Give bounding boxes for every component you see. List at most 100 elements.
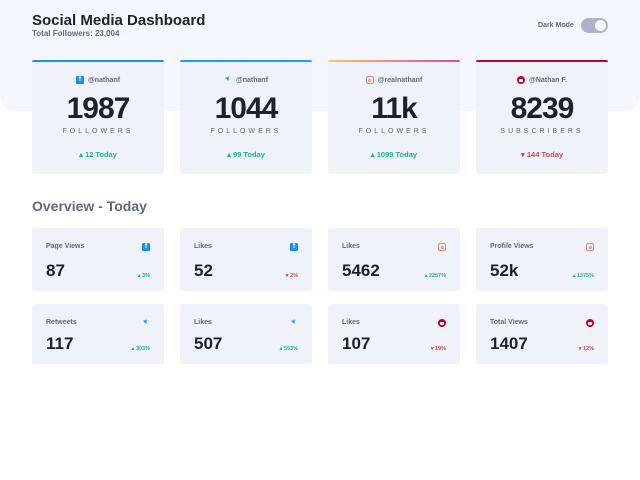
metric-change: ▾ 12% [579, 346, 594, 352]
unit-label: FOLLOWERS [62, 128, 134, 135]
trend-up-icon: ▴ [279, 346, 283, 352]
twitter-icon: ▼ [289, 318, 299, 328]
today-change: ▾ 144 Today [476, 150, 608, 159]
summary-card-twitter[interactable]: ▼ @nathanf 1044 FOLLOWERS ▴ 99 Today [180, 60, 312, 174]
today-change: ▴ 99 Today [180, 150, 312, 159]
dark-mode-label: Dark Mode [538, 22, 574, 29]
change-text: 1375% [576, 273, 594, 279]
change-text: 2% [290, 273, 298, 279]
facebook-icon: f [142, 243, 150, 251]
handle: @Nathan F. [476, 76, 608, 84]
handle: @realnathanf [328, 76, 460, 84]
metric-label: Likes [342, 243, 360, 250]
instagram-icon [586, 243, 594, 251]
metric-change: ▾ 19% [431, 346, 446, 352]
dark-mode-toggle[interactable] [581, 18, 608, 33]
trend-down-icon: ▾ [521, 150, 525, 159]
metric-change: ▴ 1375% [573, 273, 594, 279]
accent-bar [32, 60, 164, 62]
metric-change: ▴ 2257% [425, 273, 446, 279]
overview-card[interactable]: Likes 52 ▾ 2% f [180, 228, 312, 291]
metric-label: Page Views [46, 243, 85, 250]
today-text: 99 Today [232, 150, 265, 159]
summary-card-instagram[interactable]: @realnathanf 11k FOLLOWERS ▴ 1099 Today [328, 60, 460, 174]
trend-down-icon: ▾ [430, 346, 434, 352]
metric-value: 507 [194, 334, 223, 353]
toggle-knob [595, 20, 606, 31]
summary-card-facebook[interactable]: f @nathanf 1987 FOLLOWERS ▴ 12 Today [32, 60, 164, 174]
handle-text: @realnathanf [377, 76, 423, 84]
youtube-icon [586, 319, 594, 327]
change-text: 19% [434, 346, 446, 352]
trend-up-icon: ▴ [131, 346, 135, 352]
handle-text: @nathanf [87, 76, 121, 84]
unit-label: SUBSCRIBERS [500, 128, 584, 135]
metric-label: Likes [194, 243, 212, 250]
metric-value: 5462 [342, 261, 380, 280]
today-text: 12 Today [84, 150, 117, 159]
trend-up-icon: ▴ [572, 273, 576, 279]
accent-bar [328, 60, 460, 62]
today-text: 144 Today [526, 150, 563, 159]
instagram-icon [365, 76, 374, 84]
overview-card[interactable]: Retweets 117 ▴ 303% ▼ [32, 304, 164, 364]
follower-count: 1044 [214, 92, 279, 125]
metric-value: 107 [342, 334, 371, 353]
metric-change: ▴ 553% [280, 346, 298, 352]
facebook-icon: f [75, 76, 84, 84]
metric-value: 52k [490, 261, 519, 280]
page-title: Social Media Dashboard [32, 12, 206, 29]
metric-label: Retweets [46, 319, 77, 326]
trend-up-icon: ▴ [370, 150, 375, 159]
follower-count: 1987 [66, 92, 131, 125]
change-text: 12% [582, 346, 594, 352]
facebook-icon: f [290, 243, 298, 251]
metric-change: ▾ 2% [286, 273, 298, 279]
overview-title: Overview - Today [32, 198, 147, 214]
overview-card[interactable]: Likes 107 ▾ 19% [328, 304, 460, 364]
change-text: 3% [142, 273, 150, 279]
follower-count: 11k [371, 92, 417, 125]
summary-card-youtube[interactable]: @Nathan F. 8239 SUBSCRIBERS ▾ 144 Today [476, 60, 608, 174]
total-followers: Total Followers: 23,004 [32, 29, 120, 38]
metric-value: 117 [46, 334, 74, 353]
trend-down-icon: ▾ [285, 273, 289, 279]
metric-label: Total Views [490, 319, 528, 326]
trend-up-icon: ▴ [137, 273, 141, 279]
metric-value: 1407 [490, 334, 528, 353]
overview-card[interactable]: Total Views 1407 ▾ 12% [476, 304, 608, 364]
youtube-icon [438, 319, 446, 327]
handle-text: @Nathan F. [529, 76, 567, 84]
handle: f @nathanf [32, 76, 164, 84]
twitter-icon: ▼ [141, 318, 151, 328]
change-text: 2257% [428, 273, 446, 279]
accent-bar [476, 60, 608, 62]
today-change: ▴ 1099 Today [328, 150, 460, 159]
handle-text: @nathanf [235, 76, 269, 84]
trend-up-icon: ▴ [79, 150, 83, 159]
metric-value: 87 [46, 261, 65, 280]
change-text: 553% [283, 346, 298, 352]
instagram-icon [438, 243, 446, 251]
metric-change: ▴ 3% [138, 273, 150, 279]
metric-label: Profile Views [490, 243, 534, 250]
accent-bar [180, 60, 312, 62]
today-text: 1099 Today [376, 150, 418, 159]
trend-down-icon: ▾ [578, 346, 582, 352]
overview-card[interactable]: Page Views 87 ▴ 3% f [32, 228, 164, 291]
handle: ▼ @nathanf [180, 75, 312, 85]
overview-card[interactable]: Likes 507 ▴ 553% ▼ [180, 304, 312, 364]
twitter-icon: ▼ [223, 75, 233, 85]
today-change: ▴ 12 Today [32, 150, 164, 159]
trend-up-icon: ▴ [424, 273, 428, 279]
change-text: 303% [135, 346, 150, 352]
overview-card[interactable]: Profile Views 52k ▴ 1375% [476, 228, 608, 291]
follower-count: 8239 [510, 92, 575, 125]
overview-card[interactable]: Likes 5462 ▴ 2257% [328, 228, 460, 291]
unit-label: FOLLOWERS [210, 128, 282, 135]
youtube-icon [517, 76, 526, 84]
metric-label: Likes [194, 319, 212, 326]
unit-label: FOLLOWERS [358, 128, 430, 135]
metric-label: Likes [342, 319, 360, 326]
metric-value: 52 [194, 261, 213, 280]
